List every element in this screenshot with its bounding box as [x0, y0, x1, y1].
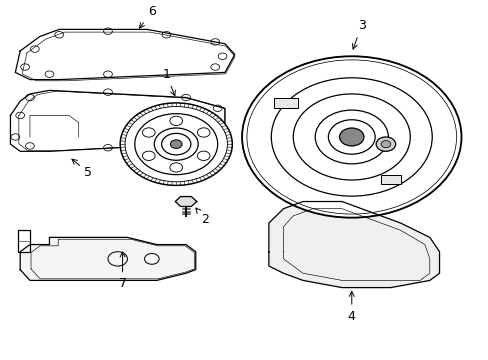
- Text: 7: 7: [119, 252, 126, 291]
- Bar: [18, 230, 30, 252]
- Polygon shape: [20, 237, 195, 280]
- Text: 5: 5: [72, 159, 92, 179]
- Circle shape: [197, 128, 209, 137]
- Circle shape: [197, 151, 209, 161]
- Circle shape: [142, 151, 155, 161]
- Circle shape: [135, 114, 217, 175]
- Circle shape: [154, 128, 198, 160]
- Circle shape: [339, 128, 363, 146]
- Text: 3: 3: [352, 19, 365, 49]
- Circle shape: [328, 120, 374, 154]
- Circle shape: [169, 163, 182, 172]
- Circle shape: [315, 110, 387, 164]
- Bar: [273, 98, 298, 108]
- Polygon shape: [268, 202, 439, 288]
- Circle shape: [169, 116, 182, 126]
- Text: 6: 6: [139, 5, 156, 28]
- Circle shape: [120, 103, 232, 185]
- Text: 4: 4: [347, 292, 355, 323]
- Circle shape: [170, 140, 182, 148]
- Circle shape: [242, 56, 461, 218]
- Polygon shape: [175, 197, 196, 207]
- Circle shape: [380, 140, 390, 148]
- Circle shape: [271, 78, 431, 196]
- Bar: [380, 175, 400, 184]
- Text: 1: 1: [162, 68, 175, 96]
- Circle shape: [293, 94, 409, 180]
- Circle shape: [375, 137, 395, 151]
- Circle shape: [161, 134, 190, 155]
- Circle shape: [142, 128, 155, 137]
- Text: 2: 2: [195, 208, 209, 226]
